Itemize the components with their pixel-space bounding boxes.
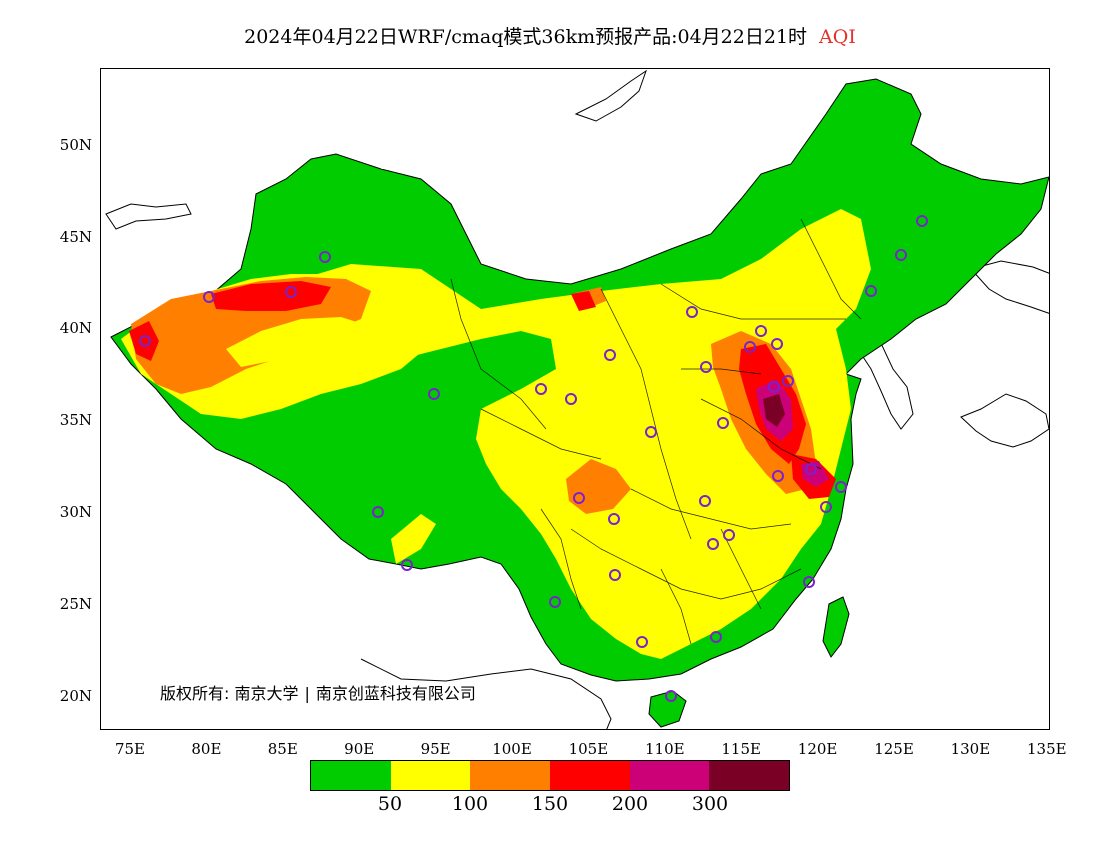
lat-label: 30N bbox=[59, 503, 92, 521]
lat-label: 25N bbox=[59, 595, 92, 613]
lon-label: 135E bbox=[1027, 740, 1067, 758]
aqi-moderate-xinjiang-inner bbox=[226, 317, 363, 367]
title-product: 2024年04月22日WRF/cmaq模式36km预报产品:04月22日21时 bbox=[244, 26, 808, 48]
province-borders bbox=[450, 218, 862, 645]
station-markers bbox=[139, 215, 928, 702]
lat-label: 20N bbox=[59, 687, 92, 705]
lon-label: 90E bbox=[344, 740, 375, 758]
title-variable: AQI bbox=[819, 26, 856, 48]
copyright-org-nju: 南京大学 bbox=[234, 684, 299, 703]
lon-label: 115E bbox=[721, 740, 761, 758]
taiwan-coastline bbox=[822, 596, 850, 658]
lon-label: 110E bbox=[645, 740, 685, 758]
copyright-org-chuanglan: 南京创蓝科技有限公司 bbox=[315, 684, 476, 703]
lat-label: 45N bbox=[59, 228, 92, 246]
copyright-separator: | bbox=[304, 684, 310, 703]
japan-north-coastline bbox=[970, 260, 1049, 314]
indochina-coastline bbox=[360, 658, 612, 729]
lon-label: 85E bbox=[267, 740, 298, 758]
aqi-map-canvas bbox=[105, 69, 1049, 729]
legend-threshold-label: 200 bbox=[611, 793, 649, 815]
caspian-coastline bbox=[105, 203, 192, 230]
aqi-usg-xinjiang bbox=[131, 277, 371, 394]
aqi-unhealthy-inner-mongolia bbox=[571, 291, 596, 311]
aqi-very-unhealthy-shanghai bbox=[801, 461, 829, 487]
lon-label: 125E bbox=[874, 740, 914, 758]
legend-threshold-label: 50 bbox=[377, 793, 403, 815]
aqi-unhealthy-tarim bbox=[211, 281, 331, 311]
aqi-hazardous-core bbox=[763, 394, 785, 427]
lat-label: 50N bbox=[59, 136, 92, 154]
lon-label: 95E bbox=[420, 740, 451, 758]
lon-label: 130E bbox=[950, 740, 991, 758]
copyright-note: 版权所有: 南京大学 | 南京创蓝科技有限公司 bbox=[160, 680, 476, 704]
aqi-moderate-tibet-south bbox=[391, 514, 436, 564]
legend-swatch bbox=[470, 761, 551, 790]
aqi-color-legend bbox=[310, 760, 790, 791]
map-title: 2024年04月22日WRF/cmaq模式36km预报产品:04月22日21时 A… bbox=[0, 22, 1100, 49]
japan-coastline bbox=[960, 393, 1049, 448]
legend-threshold-label: 150 bbox=[531, 793, 569, 815]
legend-threshold-label: 100 bbox=[451, 793, 489, 815]
copyright-prefix: 版权所有: bbox=[160, 684, 230, 703]
lon-label: 105E bbox=[568, 740, 609, 758]
aqi-usg-sichuan bbox=[566, 459, 631, 514]
map-frame bbox=[100, 68, 1050, 730]
lat-label: 40N bbox=[59, 319, 92, 337]
legend-swatch bbox=[390, 761, 471, 790]
legend-swatch bbox=[550, 761, 630, 790]
lon-label: 120E bbox=[797, 740, 838, 758]
lon-label: 100E bbox=[492, 740, 532, 758]
legend-swatch bbox=[311, 761, 391, 790]
legend-threshold-label: 300 bbox=[691, 793, 729, 815]
legend-swatch bbox=[709, 761, 790, 790]
aqi-unhealthy-kashgar bbox=[129, 321, 159, 361]
sakhalin-coastline bbox=[574, 69, 647, 122]
legend-swatch bbox=[629, 761, 710, 790]
lon-label: 80E bbox=[191, 740, 222, 758]
hainan-island bbox=[648, 690, 687, 728]
lon-label: 75E bbox=[114, 740, 146, 758]
lat-label: 35N bbox=[59, 411, 92, 429]
